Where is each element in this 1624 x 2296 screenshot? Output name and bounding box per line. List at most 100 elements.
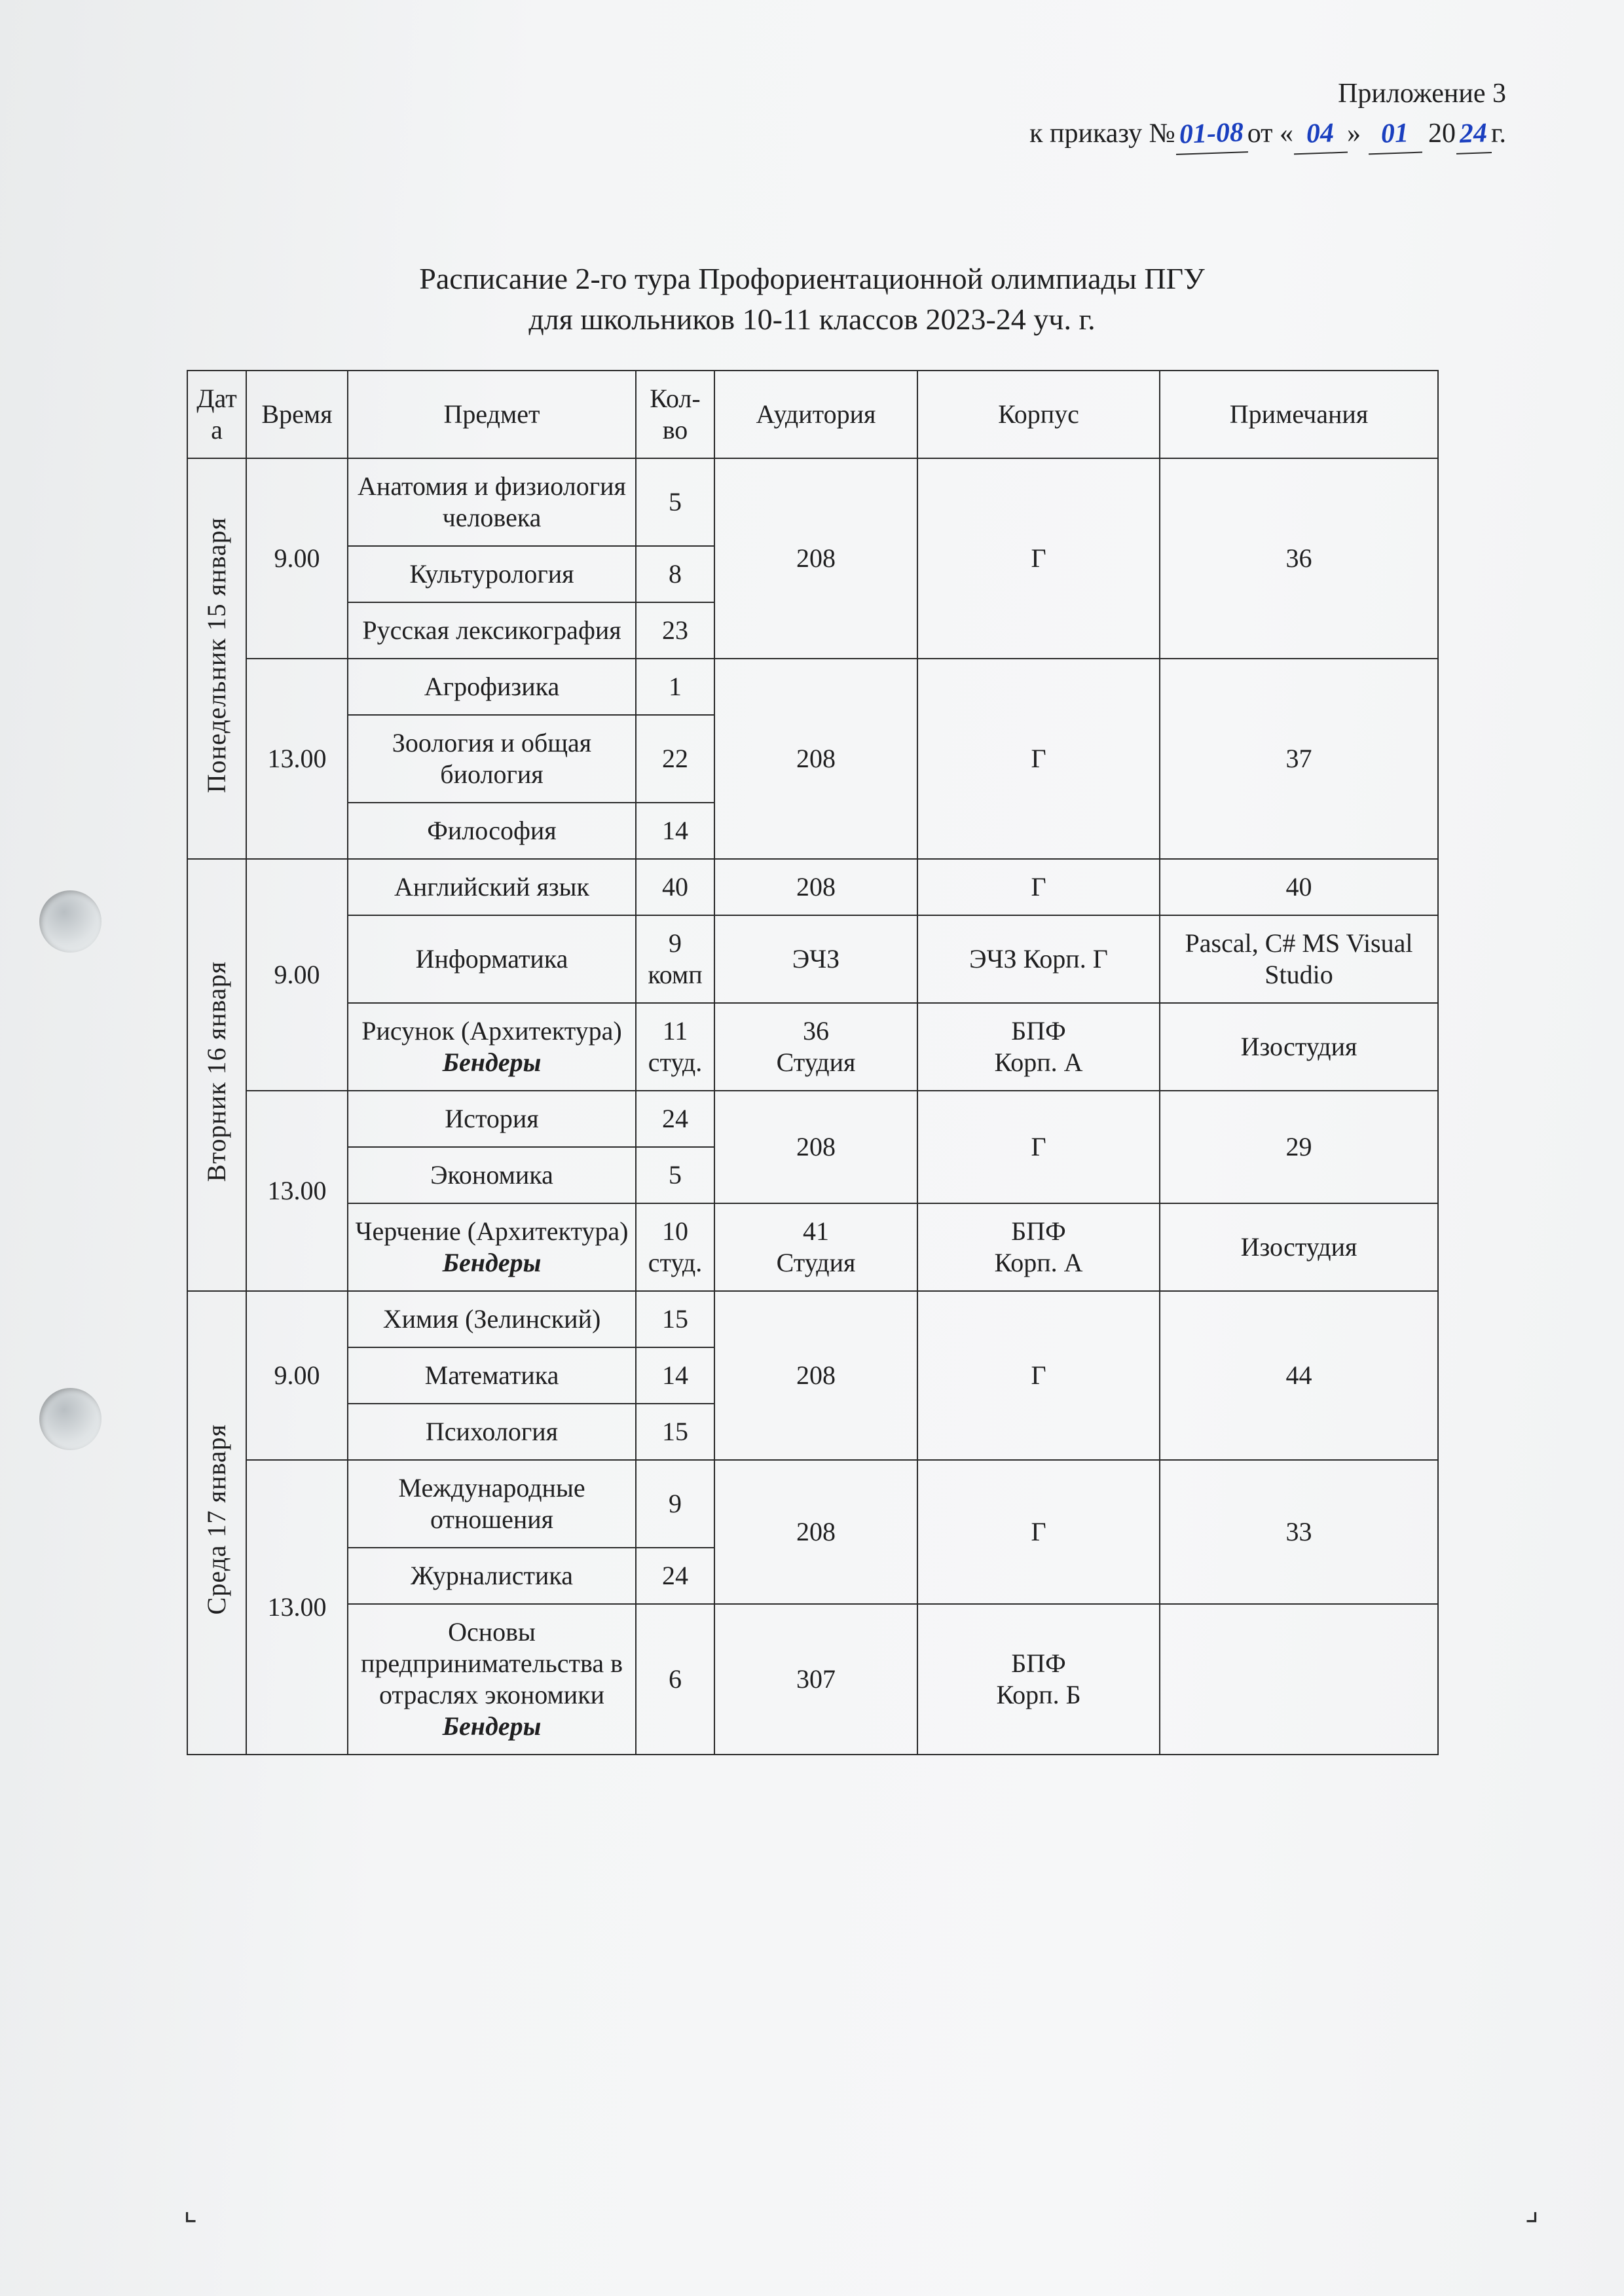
table-row: Вторник 16 января 9.00 Английский язык 4… — [187, 859, 1438, 915]
qty-cell: 11 студ. — [636, 1003, 714, 1091]
bldg-line1: БПФ — [1011, 1016, 1065, 1046]
col-qty: Кол-во — [636, 371, 714, 458]
note-cell: 44 — [1160, 1291, 1438, 1460]
col-room: Аудитория — [714, 371, 917, 458]
subject-cell: Математика — [348, 1347, 636, 1404]
subject-cell: Рисунок (Архитектура) Бендеры — [348, 1003, 636, 1091]
subject-text: Основы предпринимательства в отраслях эк… — [361, 1617, 623, 1709]
subject-cell: Информатика — [348, 915, 636, 1003]
subject-cell: История — [348, 1091, 636, 1147]
time-cell: 13.00 — [246, 1091, 348, 1291]
note-cell: 40 — [1160, 859, 1438, 915]
hole-punch — [39, 890, 101, 953]
room-cell: 208 — [714, 659, 917, 859]
raquo: » — [1347, 118, 1368, 149]
subject-suffix: Бендеры — [443, 1048, 542, 1077]
table-row: Черчение (Архитектура) Бендеры 10 студ. … — [187, 1203, 1438, 1291]
crop-mark-left-icon: ⌞ — [183, 2192, 198, 2227]
order-month-handwritten: 01 — [1367, 114, 1422, 155]
room-line1: 41 — [803, 1216, 829, 1246]
col-subject: Предмет — [348, 371, 636, 458]
date-cell: Вторник 16 января — [187, 859, 246, 1291]
subject-cell: Культурология — [348, 546, 636, 602]
subject-cell: Философия — [348, 803, 636, 859]
room-cell: ЭЧЗ — [714, 915, 917, 1003]
room-cell: 36 Студия — [714, 1003, 917, 1091]
subject-suffix: Бендеры — [443, 1711, 542, 1741]
qty-cell: 14 — [636, 803, 714, 859]
document-title: Расписание 2-го тура Профориентационной … — [0, 259, 1624, 340]
note-cell: 29 — [1160, 1091, 1438, 1203]
building-cell: Г — [917, 859, 1160, 915]
room-cell: 41 Студия — [714, 1203, 917, 1291]
qty-cell: 6 — [636, 1604, 714, 1755]
time-cell: 9.00 — [246, 458, 348, 659]
col-notes: Примечания — [1160, 371, 1438, 458]
table-row: 13.00 Агрофизика 1 208 Г 37 — [187, 659, 1438, 715]
note-cell — [1160, 1604, 1438, 1755]
table-row: Основы предпринимательства в отраслях эк… — [187, 1604, 1438, 1755]
time-cell: 9.00 — [246, 859, 348, 1091]
qty-cell: 9 комп — [636, 915, 714, 1003]
subject-cell: Журналистика — [348, 1548, 636, 1604]
subject-cell: Международные отношения — [348, 1460, 636, 1548]
table-row: Рисунок (Архитектура) Бендеры 11 студ. 3… — [187, 1003, 1438, 1091]
qty-cell: 15 — [636, 1404, 714, 1460]
table-row: Среда 17 января 9.00 Химия (Зелинский) 1… — [187, 1291, 1438, 1347]
order-reference: к приказу №01-08от «04» 01 2024г. — [1029, 118, 1506, 149]
room-cell: 208 — [714, 1091, 917, 1203]
order-year-handwritten: 24 — [1455, 115, 1492, 155]
time-cell: 13.00 — [246, 659, 348, 859]
qty-cell: 8 — [636, 546, 714, 602]
hole-punch — [39, 1388, 101, 1450]
qty-cell: 24 — [636, 1091, 714, 1147]
bldg-line2: Корп. Б — [996, 1680, 1080, 1709]
qty-cell: 15 — [636, 1291, 714, 1347]
subject-cell: Английский язык — [348, 859, 636, 915]
building-cell: Г — [917, 1460, 1160, 1604]
time-cell: 9.00 — [246, 1291, 348, 1460]
qty-cell: 24 — [636, 1548, 714, 1604]
subject-cell: Экономика — [348, 1147, 636, 1203]
subject-cell: Химия (Зелинский) — [348, 1291, 636, 1347]
building-cell: Г — [917, 1291, 1160, 1460]
qty-cell: 23 — [636, 602, 714, 659]
room-cell: 208 — [714, 458, 917, 659]
time-cell: 13.00 — [246, 1460, 348, 1755]
ot-label: от « — [1247, 118, 1293, 149]
qty-cell: 9 — [636, 1460, 714, 1548]
qty-cell: 5 — [636, 458, 714, 546]
building-cell: БПФ Корп. Б — [917, 1604, 1160, 1755]
year-suffix: г. — [1491, 118, 1506, 149]
page: Приложение 3 к приказу №01-08от «04» 01 … — [0, 0, 1624, 2296]
schedule-table: Дата Время Предмет Кол-во Аудитория Корп… — [187, 370, 1439, 1755]
building-cell: Г — [917, 1091, 1160, 1203]
room-cell: 208 — [714, 1460, 917, 1604]
building-cell: Г — [917, 659, 1160, 859]
building-cell: Г — [917, 458, 1160, 659]
subject-cell: Анатомия и физиология человека — [348, 458, 636, 546]
building-cell: БПФ Корп. А — [917, 1203, 1160, 1291]
note-cell: Pascal, C# MS Visual Studio — [1160, 915, 1438, 1003]
crop-mark-right-icon: ⌟ — [1524, 2192, 1539, 2227]
qty-cell: 40 — [636, 859, 714, 915]
subject-cell: Основы предпринимательства в отраслях эк… — [348, 1604, 636, 1755]
room-line1: 36 — [803, 1016, 829, 1046]
room-cell: 307 — [714, 1604, 917, 1755]
qty-cell: 14 — [636, 1347, 714, 1404]
subject-text: Рисунок (Архитектура) — [361, 1016, 622, 1046]
subject-suffix: Бендеры — [443, 1248, 542, 1277]
date-label: Вторник 16 января — [201, 961, 232, 1182]
qty-cell: 22 — [636, 715, 714, 803]
bldg-line1: БПФ — [1011, 1216, 1065, 1246]
subject-cell: Психология — [348, 1404, 636, 1460]
header-block: Приложение 3 к приказу №01-08от «04» 01 … — [1029, 75, 1506, 153]
order-number-handwritten: 01-08 — [1175, 114, 1248, 155]
table-row: 13.00 История 24 208 Г 29 — [187, 1091, 1438, 1147]
bldg-line2: Корп. А — [995, 1048, 1083, 1077]
note-cell: 36 — [1160, 458, 1438, 659]
bldg-line1: БПФ — [1011, 1649, 1065, 1678]
subject-cell: Агрофизика — [348, 659, 636, 715]
building-cell: ЭЧЗ Корп. Г — [917, 915, 1160, 1003]
table-row: Понедельник 15 января 9.00 Анатомия и фи… — [187, 458, 1438, 546]
